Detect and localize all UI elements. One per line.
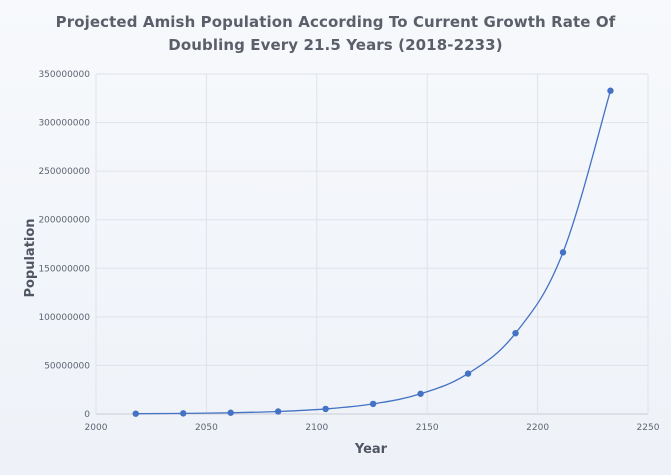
- x-tick-label: 2150: [416, 423, 439, 433]
- y-axis-label: Population: [23, 218, 38, 297]
- y-tick-label: 150000000: [38, 264, 90, 274]
- x-tick-label: 2200: [526, 423, 549, 433]
- x-tick-label: 2100: [305, 423, 328, 433]
- data-point: [274, 408, 282, 415]
- y-tick-label: 350000000: [38, 70, 90, 80]
- data-point: [132, 410, 139, 417]
- data-point: [227, 409, 234, 416]
- gridlines: [95, 73, 649, 415]
- chart-title-line-2: Doubling Every 21.5 Years (2018-2233): [168, 36, 503, 54]
- data-point: [607, 87, 614, 94]
- data-point: [369, 400, 377, 408]
- x-axis-label: Year: [354, 442, 388, 457]
- data-point: [417, 390, 424, 397]
- x-tick-labels: 2000 2050 2100 2150 2200 2250: [85, 423, 660, 433]
- x-tick-label: 2050: [195, 423, 218, 433]
- data-point: [512, 329, 519, 337]
- series-group: [132, 87, 614, 417]
- data-point: [559, 249, 567, 256]
- y-tick-label: 100000000: [38, 313, 90, 323]
- chart-title-line-1: Projected Amish Population According To …: [55, 13, 616, 31]
- y-tick-label: 50000000: [44, 361, 90, 371]
- data-point: [464, 370, 472, 377]
- y-tick-label: 200000000: [38, 216, 90, 226]
- data-point: [180, 410, 187, 417]
- y-tick-label: 300000000: [38, 119, 90, 129]
- series-line: [135, 90, 612, 415]
- y-tick-label: 0: [84, 410, 90, 420]
- data-point: [322, 405, 329, 413]
- y-tick-labels: 0 50000000 100000000 150000000 200000000 2500…: [38, 70, 90, 420]
- y-tick-label: 250000000: [38, 167, 90, 177]
- x-tick-label: 2250: [637, 423, 660, 433]
- x-tick-label: 2000: [85, 423, 108, 433]
